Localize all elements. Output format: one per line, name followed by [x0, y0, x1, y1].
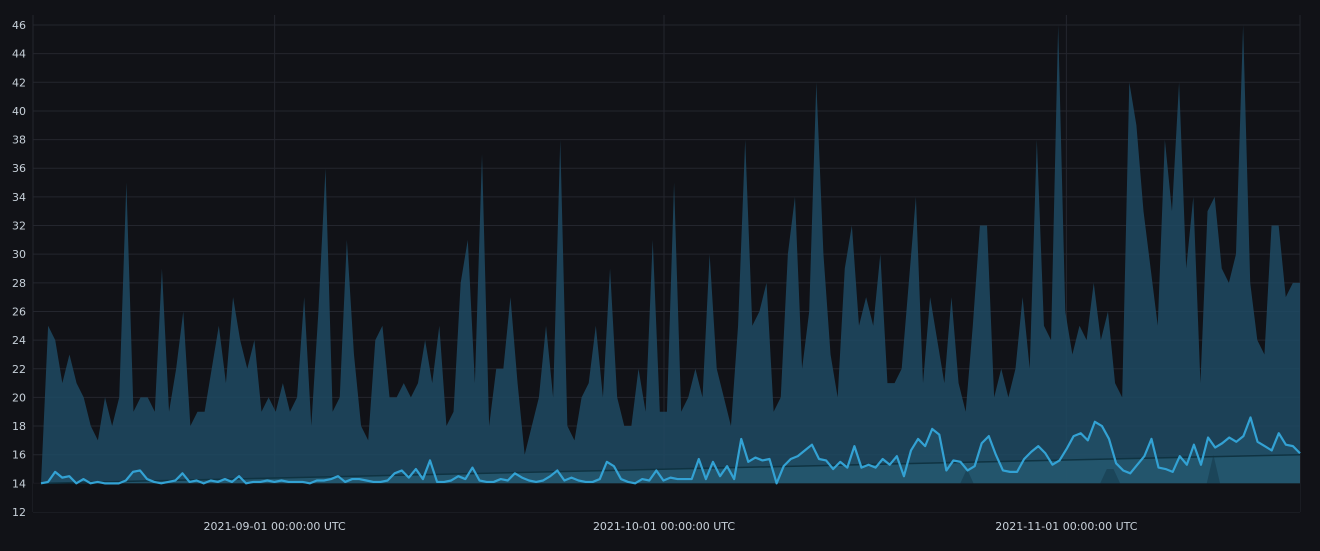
- y-tick-label: 32: [12, 220, 26, 233]
- y-axis: 12 14 16 18 20 22 24 26 28 30 32 34 36 38 40 42 44 46: [12, 19, 26, 519]
- y-tick-label: 30: [12, 248, 26, 261]
- y-tick-label: 40: [12, 105, 26, 118]
- y-tick-label: 38: [12, 134, 26, 147]
- y-tick-label: 42: [12, 76, 26, 89]
- y-tick-label: 34: [12, 191, 26, 204]
- baseline-mask: [33, 483, 1300, 512]
- y-tick-label: 36: [12, 162, 26, 175]
- y-tick-label: 14: [12, 477, 26, 490]
- y-tick-label: 20: [12, 391, 26, 404]
- x-tick-label: 2021-09-01 00:00:00 UTC: [204, 520, 346, 533]
- x-tick-label: 2021-10-01 00:00:00 UTC: [593, 520, 735, 533]
- x-tick-label: 2021-11-01 00:00:00 UTC: [995, 520, 1137, 533]
- y-tick-label: 26: [12, 305, 26, 318]
- chart-series-lines: [40, 416, 1301, 485]
- y-tick-label: 28: [12, 277, 26, 290]
- x-axis: 2021-09-01 00:00:00 UTC 2021-10-01 00:00:…: [204, 520, 1138, 533]
- y-tick-label: 12: [12, 506, 26, 519]
- y-tick-label: 18: [12, 420, 26, 433]
- y-tick-label: 46: [12, 19, 26, 32]
- y-tick-label: 24: [12, 334, 26, 347]
- series-mean-line: [40, 416, 1301, 485]
- series-trend-line: [40, 453, 1301, 485]
- y-tick-label: 22: [12, 363, 26, 376]
- series-mean-area: [41, 417, 1300, 484]
- series-max-area: [41, 25, 1300, 484]
- y-tick-label: 16: [12, 449, 26, 462]
- y-tick-label: 44: [12, 48, 26, 61]
